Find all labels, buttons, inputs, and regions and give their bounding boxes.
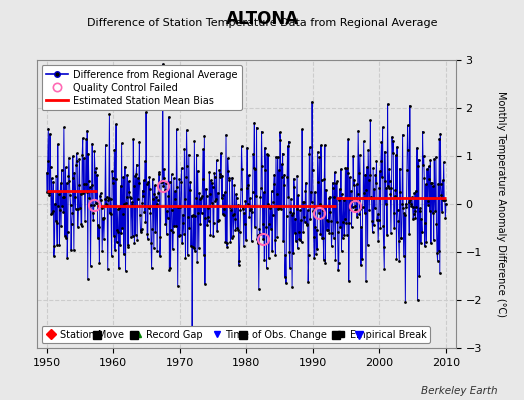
Legend: Station Move, Record Gap, Time of Obs. Change, Empirical Break: Station Move, Record Gap, Time of Obs. C…: [41, 326, 430, 344]
Text: Berkeley Earth: Berkeley Earth: [421, 386, 498, 396]
Y-axis label: Monthly Temperature Anomaly Difference (°C): Monthly Temperature Anomaly Difference (…: [496, 91, 506, 317]
Text: Difference of Station Temperature Data from Regional Average: Difference of Station Temperature Data f…: [87, 18, 437, 28]
Text: ALTONA: ALTONA: [225, 10, 299, 28]
